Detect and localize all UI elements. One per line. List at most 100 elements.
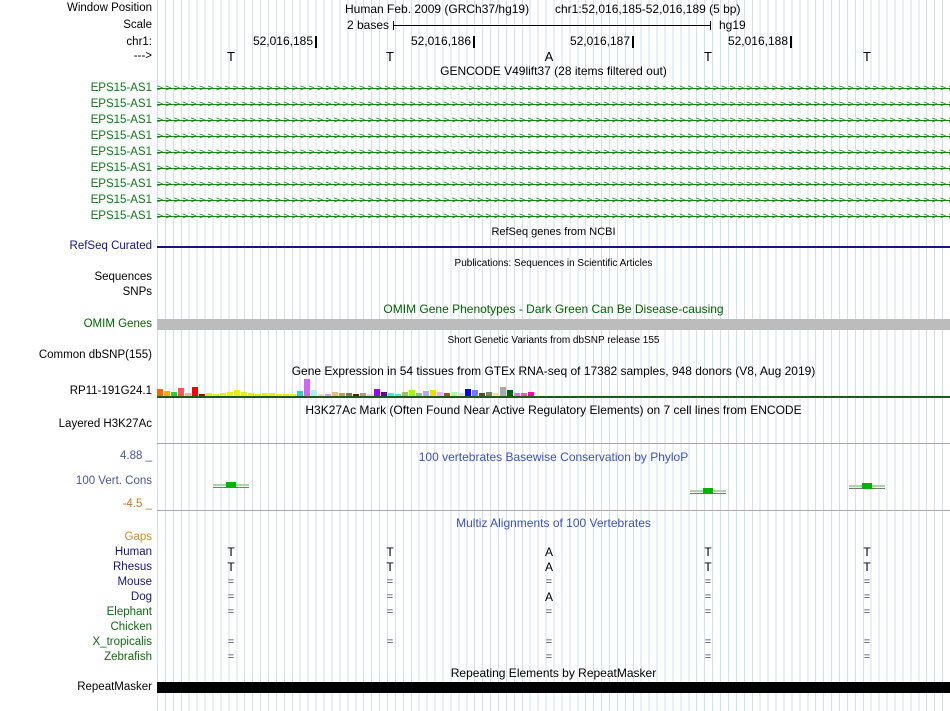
alignment-base-human: T: [227, 545, 235, 559]
dbsnp-title[interactable]: Short Genetic Variants from dbSNP releas…: [447, 335, 660, 346]
gtex-bar: [479, 393, 485, 396]
alignment-base-elephant: =: [386, 606, 394, 618]
track-label-sequences[interactable]: Sequences: [94, 271, 152, 283]
transcript-line: [157, 104, 950, 105]
gtex-bar: [325, 394, 331, 396]
track-label-species-dog[interactable]: Dog: [130, 591, 152, 603]
multiz-alignment-track[interactable]: T T A T T T T A T T = = = = = = = A = = = = = = = = = = = = = = = =: [157, 0, 950, 711]
track-label-eps15-as1-4[interactable]: EPS15-AS1: [90, 130, 152, 142]
transcript-line: [157, 168, 950, 169]
gtex-bar: [318, 394, 324, 396]
track-label-common-dbsnp[interactable]: Common dbSNP(155): [38, 349, 152, 361]
gtex-bar: [500, 387, 506, 396]
reference-base: T: [704, 49, 712, 64]
track-label-cons-upper-limit[interactable]: 4.88 _: [120, 450, 152, 462]
track-label-snps[interactable]: SNPs: [122, 286, 152, 298]
gencode-track[interactable]: >>>>>>>>>>>>>>>>>>>>>>>>>>>>>>>>>>>>>>>>…: [157, 0, 950, 711]
track-label-scale[interactable]: Scale: [123, 19, 152, 31]
scale-bar-line: [393, 25, 711, 26]
gtex-bar: [276, 394, 282, 396]
refseq-curated-item[interactable]: [157, 246, 950, 248]
repeatmasker-bar[interactable]: [157, 682, 950, 693]
transcript-line: [157, 184, 950, 185]
track-label-omim-genes[interactable]: OMIM Genes: [83, 318, 152, 330]
gencode-transcript[interactable]: >>>>>>>>>>>>>>>>>>>>>>>>>>>>>>>>>>>>>>>>…: [157, 98, 950, 111]
track-label-rp11-191g24-1[interactable]: RP11-191G24.1: [69, 385, 152, 397]
track-label-species-x-tropicalis[interactable]: X_tropicalis: [92, 636, 152, 648]
gtex-bar: [437, 392, 443, 396]
track-label-cons-lower-limit[interactable]: -4.5 _: [122, 498, 152, 510]
track-label-eps15-as1-5[interactable]: EPS15-AS1: [90, 146, 152, 158]
gtex-bar: [360, 393, 366, 396]
track-label-eps15-as1-9[interactable]: EPS15-AS1: [90, 210, 152, 222]
track-label-species-zebrafish[interactable]: Zebrafish: [104, 651, 152, 663]
track-label-chromosome[interactable]: chr1:: [126, 36, 152, 48]
track-label-strand-direction[interactable]: --->: [133, 50, 152, 62]
alignment-base-x_tropicalis: =: [227, 636, 235, 648]
gencode-transcript[interactable]: >>>>>>>>>>>>>>>>>>>>>>>>>>>>>>>>>>>>>>>>…: [157, 210, 950, 223]
phylop-title[interactable]: 100 vertebrates Basewise Conservation by…: [418, 450, 689, 464]
repeatmasker-title[interactable]: Repeating Elements by RepeatMasker: [450, 666, 657, 680]
track-label-species-mouse[interactable]: Mouse: [117, 576, 152, 588]
gtex-expression-chart[interactable]: [157, 0, 950, 711]
alignment-base-elephant: =: [545, 606, 553, 618]
gencode-title[interactable]: GENCODE V49lift37 (28 items filtered out…: [440, 64, 667, 78]
track-display-area[interactable]: Human Feb. 2009 (GRCh37/hg19) chr1:52,01…: [157, 0, 950, 711]
track-label-eps15-as1-1[interactable]: EPS15-AS1: [90, 82, 152, 94]
gencode-transcript[interactable]: >>>>>>>>>>>>>>>>>>>>>>>>>>>>>>>>>>>>>>>>…: [157, 162, 950, 175]
gencode-transcript[interactable]: >>>>>>>>>>>>>>>>>>>>>>>>>>>>>>>>>>>>>>>>…: [157, 114, 950, 127]
gtex-bar: [311, 390, 317, 396]
gtex-bar: [507, 390, 513, 396]
gtex-bar: [234, 390, 240, 396]
track-label-repeatmasker[interactable]: RepeatMasker: [77, 681, 152, 693]
reference-base: T: [227, 49, 235, 64]
gtex-bar: [388, 393, 394, 396]
gtex-bar: [339, 393, 345, 396]
gtex-title[interactable]: Gene Expression in 54 tissues from GTEx …: [291, 364, 816, 378]
omim-title[interactable]: OMIM Gene Phenotypes - Dark Green Can Be…: [383, 302, 724, 316]
track-label-species-rhesus[interactable]: Rhesus: [113, 561, 152, 573]
track-label-species-chicken[interactable]: Chicken: [110, 621, 152, 633]
track-label-species-elephant[interactable]: Elephant: [106, 606, 152, 618]
track-label-vert-cons[interactable]: 100 Vert. Cons: [75, 475, 152, 487]
gtex-bar: [472, 390, 478, 396]
alignment-base-dog: A: [544, 590, 553, 604]
track-label-eps15-as1-2[interactable]: EPS15-AS1: [90, 98, 152, 110]
multiz-title[interactable]: Multiz Alignments of 100 Vertebrates: [456, 516, 651, 530]
omim-genes-bar[interactable]: [157, 319, 950, 330]
scale-row: 2 bases hg19: [157, 18, 950, 33]
gtex-bar: [444, 393, 450, 396]
track-label-eps15-as1-7[interactable]: EPS15-AS1: [90, 178, 152, 190]
track-label-refseq-curated[interactable]: RefSeq Curated: [69, 240, 152, 252]
gencode-transcript[interactable]: >>>>>>>>>>>>>>>>>>>>>>>>>>>>>>>>>>>>>>>>…: [157, 130, 950, 143]
gtex-bar: [262, 393, 268, 396]
gtex-bar: [185, 393, 191, 396]
track-label-gaps[interactable]: Gaps: [124, 531, 153, 543]
alignment-base-rhesus: A: [544, 560, 553, 574]
track-label-eps15-as1-8[interactable]: EPS15-AS1: [90, 194, 152, 206]
alignment-base-zebrafish: =: [227, 651, 235, 663]
gtex-bar: [157, 389, 163, 396]
track-label-eps15-as1-6[interactable]: EPS15-AS1: [90, 162, 152, 174]
conservation-mark: [862, 483, 872, 489]
gencode-transcript[interactable]: >>>>>>>>>>>>>>>>>>>>>>>>>>>>>>>>>>>>>>>>…: [157, 82, 950, 95]
refseq-title[interactable]: RefSeq genes from NCBI: [491, 226, 616, 238]
alignment-base-elephant: =: [704, 606, 712, 618]
track-label-eps15-as1-3[interactable]: EPS15-AS1: [90, 114, 152, 126]
track-label-window-position[interactable]: Window Position: [66, 2, 152, 14]
track-label-layered-h3k27ac[interactable]: Layered H3K27Ac: [58, 418, 152, 430]
gencode-transcript[interactable]: >>>>>>>>>>>>>>>>>>>>>>>>>>>>>>>>>>>>>>>>…: [157, 194, 950, 207]
h3k27ac-title[interactable]: H3K27Ac Mark (Often Found Near Active Re…: [305, 403, 802, 417]
scale-value: 2 bases: [346, 18, 389, 32]
gtex-bar: [220, 393, 226, 396]
conservation-track[interactable]: [157, 0, 950, 711]
gtex-bar: [192, 387, 198, 396]
strand-arrows-icon: >>>>>>>>>>>>>>>>>>>>>>>>>>>>>>>>>>>>>>>>…: [157, 147, 950, 158]
track-separator-top: [157, 443, 950, 444]
gencode-transcript[interactable]: >>>>>>>>>>>>>>>>>>>>>>>>>>>>>>>>>>>>>>>>…: [157, 146, 950, 159]
track-label-species-human[interactable]: Human: [114, 546, 152, 558]
gencode-transcript[interactable]: >>>>>>>>>>>>>>>>>>>>>>>>>>>>>>>>>>>>>>>>…: [157, 178, 950, 191]
publications-title[interactable]: Publications: Sequences in Scientific Ar…: [454, 258, 653, 269]
alignment-base-x_tropicalis: =: [545, 636, 553, 648]
